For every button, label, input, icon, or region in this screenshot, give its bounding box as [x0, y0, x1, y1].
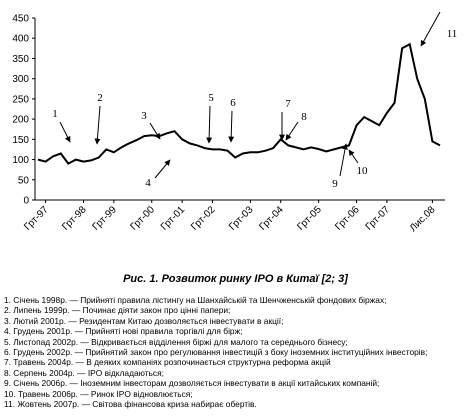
- annotation-label: 2: [97, 92, 103, 104]
- note: 6. Грудень 2002р. — Прийнятий закон про …: [4, 347, 428, 358]
- y-tick-label: 300: [12, 74, 29, 85]
- annotation-arrow: [154, 159, 171, 179]
- y-tick-label: 100: [12, 155, 29, 166]
- annotation-arrow: [348, 149, 359, 164]
- note: 9. Січень 2006р. — Іноземним інвесторам …: [4, 378, 380, 389]
- y-tick-label: 0: [23, 196, 29, 207]
- x-tick-label: Грт-99: [91, 204, 120, 233]
- annotation-label: 5: [208, 92, 214, 104]
- annotation-arrow: [420, 11, 441, 47]
- annotation-arrow: [228, 110, 235, 143]
- y-tick-label: 400: [12, 34, 29, 45]
- note: 3. Лютий 2001р. — Резидентам Китаю дозво…: [4, 315, 284, 326]
- y-tick-label: 450: [12, 14, 29, 25]
- annotation-arrow: [94, 105, 101, 145]
- line: [37, 42, 441, 165]
- y-tick-label: 50: [18, 175, 30, 186]
- x-tick-label: Грт-07: [364, 204, 393, 233]
- x-tick-label: Грт-04: [257, 204, 286, 233]
- x-tick-label: Грт-98: [60, 204, 89, 233]
- annotation-arrow: [149, 122, 161, 140]
- annotation-label: 7: [285, 98, 291, 110]
- annotation-label: 10: [357, 165, 369, 177]
- note: 5. Листопад 2002р. — Відкривається відді…: [4, 336, 348, 347]
- x-tick-label: Грт-01: [159, 204, 188, 233]
- annotation-label: 9: [332, 178, 338, 190]
- y-tick-label: 200: [12, 115, 29, 126]
- annotation-arrow: [206, 105, 213, 144]
- x-tick-label: Грт-00: [128, 204, 157, 233]
- x-tick-label: Грт-02: [189, 204, 218, 233]
- annotation-label: 6: [230, 97, 236, 109]
- annotation-label: 8: [301, 111, 307, 123]
- note: 11. Жовтень 2007р. — Світова фінансова к…: [4, 399, 257, 410]
- note: 8. Серпень 2004р. — IPO відкладаються;: [4, 367, 164, 378]
- x-tick-label: Грт-03: [227, 204, 256, 233]
- y-tick-label: 250: [12, 94, 29, 105]
- annotation-label: 3: [141, 110, 147, 122]
- note: 1. Січень 1998р. — Прийняті правила ліст…: [4, 295, 387, 305]
- annotation-label: 4: [145, 177, 151, 189]
- x-tick-label: Грт-97: [22, 204, 51, 233]
- y-tick-label: 350: [12, 54, 29, 65]
- x-tick-label: Грт-05: [295, 204, 324, 233]
- y-tick-label: 150: [12, 135, 29, 146]
- annotation-label: 11: [447, 28, 458, 40]
- annotation-arrow: [339, 143, 348, 177]
- note: 7. Травень 2004р. — В деяких компаніях р…: [4, 357, 331, 368]
- x-tick-label: Грт-06: [333, 204, 362, 233]
- annotation-label: 1: [52, 108, 58, 120]
- caption: Рис. 1. Розвиток ринку IPO в Китаї [2; 3…: [123, 273, 348, 285]
- note: 10. Травень 2006р. — Ринок IPO відновлює…: [4, 388, 193, 399]
- x-tick-label: Лис.08: [408, 204, 438, 234]
- annotation-arrow: [59, 121, 71, 143]
- notes: 1. Січень 1998р. — Прийняті правила ліст…: [4, 295, 427, 409]
- annotation-arrow: [285, 121, 299, 141]
- note: 4. Грудень 2001р. — Прийняті нові правил…: [4, 326, 243, 337]
- note: 2. Липень 1999р. — Починає діяти закон п…: [4, 305, 231, 316]
